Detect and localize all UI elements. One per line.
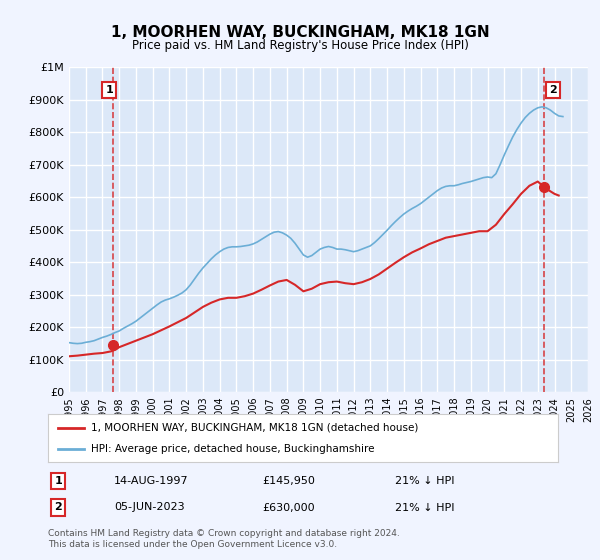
Text: 05-JUN-2023: 05-JUN-2023	[114, 502, 185, 512]
Text: 1: 1	[55, 476, 62, 486]
Text: 1, MOORHEN WAY, BUCKINGHAM, MK18 1GN: 1, MOORHEN WAY, BUCKINGHAM, MK18 1GN	[110, 25, 490, 40]
Text: HPI: Average price, detached house, Buckinghamshire: HPI: Average price, detached house, Buck…	[91, 444, 375, 454]
Text: Contains HM Land Registry data © Crown copyright and database right 2024.
This d: Contains HM Land Registry data © Crown c…	[48, 529, 400, 549]
Text: Price paid vs. HM Land Registry's House Price Index (HPI): Price paid vs. HM Land Registry's House …	[131, 39, 469, 52]
Text: 2: 2	[549, 85, 557, 95]
Text: £630,000: £630,000	[262, 502, 315, 512]
Text: 2: 2	[55, 502, 62, 512]
Text: 1, MOORHEN WAY, BUCKINGHAM, MK18 1GN (detached house): 1, MOORHEN WAY, BUCKINGHAM, MK18 1GN (de…	[91, 423, 419, 433]
Text: 21% ↓ HPI: 21% ↓ HPI	[395, 502, 454, 512]
Text: 21% ↓ HPI: 21% ↓ HPI	[395, 476, 454, 486]
Text: £145,950: £145,950	[262, 476, 315, 486]
Text: 14-AUG-1997: 14-AUG-1997	[114, 476, 189, 486]
Text: 1: 1	[106, 85, 113, 95]
